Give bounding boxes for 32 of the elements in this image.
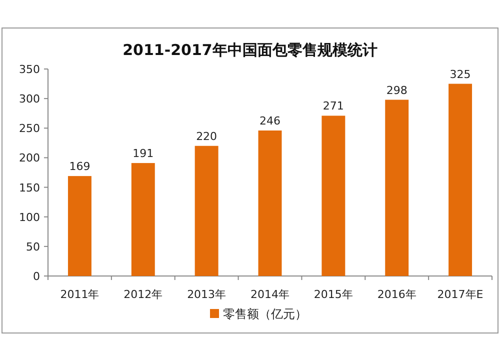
bar [385, 100, 409, 276]
bar [448, 84, 472, 276]
x-tick-label: 2015年 [314, 288, 353, 301]
data-label: 271 [322, 100, 344, 113]
零售额（亿元）: 169 191 220 246 271 298 325 [68, 68, 472, 276]
y-tick-label: 350 [19, 63, 40, 76]
y-tick-label: 200 [19, 152, 40, 165]
y-tick-label: 50 [26, 240, 40, 254]
x-tick-label: 2012年 [124, 288, 163, 301]
data-label: 246 [260, 114, 280, 128]
y-tick-label: 250 [19, 122, 40, 136]
bar [322, 116, 346, 276]
data-label: 191 [132, 147, 154, 160]
y-tick-label: 100 [19, 210, 40, 224]
x-tick-label: 2013年 [187, 288, 226, 301]
bar [258, 130, 282, 276]
bar [68, 176, 92, 276]
data-label: 220 [196, 130, 218, 143]
data-label: 298 [386, 84, 408, 97]
legend: 零售额（亿元） [210, 307, 307, 321]
y-tick-label: 150 [19, 181, 40, 194]
bar [194, 146, 218, 276]
bar [131, 163, 155, 276]
x-tick-label: 2016年 [377, 288, 416, 301]
x-tick-label: 2014年 [250, 288, 290, 301]
chart-title: 2011-2017年中国面包零售规模统计 [122, 41, 378, 59]
x-tick-label: 2011年 [60, 288, 100, 301]
x-tick-label: 2017年E [437, 288, 484, 301]
y-tick-label: 0 [33, 270, 40, 283]
y-tick-label: 300 [19, 92, 40, 106]
data-label: 325 [450, 68, 471, 81]
data-label: 169 [69, 160, 90, 174]
